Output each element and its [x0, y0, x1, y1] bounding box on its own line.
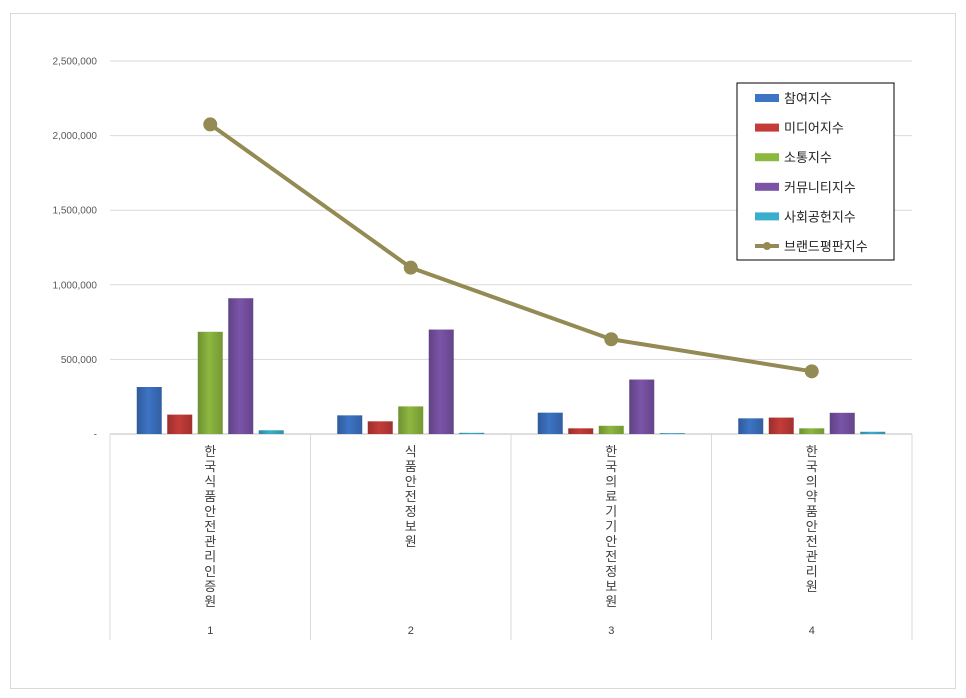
bar — [228, 298, 254, 434]
bar — [659, 433, 685, 434]
bar — [258, 430, 284, 434]
bar — [768, 417, 794, 434]
category-index-label: 4 — [809, 625, 815, 637]
y-tick-label: 1,500,000 — [53, 206, 98, 217]
brand-index-marker — [203, 117, 218, 132]
legend-swatch — [755, 212, 779, 221]
bar — [167, 414, 193, 434]
legend-swatch-marker — [763, 242, 771, 250]
legend-label: 미디어지수 — [784, 122, 844, 137]
brand-index-marker — [604, 332, 619, 347]
bar — [197, 331, 223, 434]
y-tick-label: 2,500,000 — [53, 57, 98, 68]
bar — [598, 425, 624, 434]
y-tick-label: 500,000 — [61, 355, 98, 366]
legend-swatch — [755, 153, 779, 162]
legend-label: 커뮤니티지수 — [784, 181, 856, 196]
bar — [860, 431, 886, 434]
brand-index-marker — [403, 260, 418, 275]
bar — [459, 432, 485, 434]
bar — [428, 329, 454, 434]
bar — [829, 412, 855, 434]
legend-label: 참여지수 — [784, 92, 832, 107]
brand-index-line — [208, 122, 814, 374]
legend-label: 소통지수 — [784, 151, 832, 166]
y-tick-label: 1,000,000 — [53, 280, 98, 291]
legend-box — [736, 82, 895, 261]
y-tick-label: - — [94, 430, 97, 441]
bar — [367, 421, 393, 434]
bar — [398, 406, 424, 434]
y-tick-label: 2,000,000 — [53, 131, 98, 142]
legend-swatch — [755, 94, 779, 102]
bar — [337, 415, 363, 434]
category-index-label: 3 — [608, 625, 614, 637]
bar — [568, 428, 594, 434]
legend-label: 사회공헌지수 — [784, 210, 856, 225]
bar — [136, 387, 162, 434]
legend-swatch — [755, 123, 779, 132]
brand-index-marker — [804, 364, 819, 379]
bar — [799, 428, 825, 434]
legend-swatch — [755, 182, 779, 191]
bar — [738, 418, 764, 434]
bar — [629, 379, 655, 434]
category-index-label: 1 — [207, 625, 213, 637]
legend-label: 브랜드평판지수 — [784, 240, 868, 255]
bar — [537, 412, 563, 434]
category-index-label: 2 — [408, 625, 414, 637]
